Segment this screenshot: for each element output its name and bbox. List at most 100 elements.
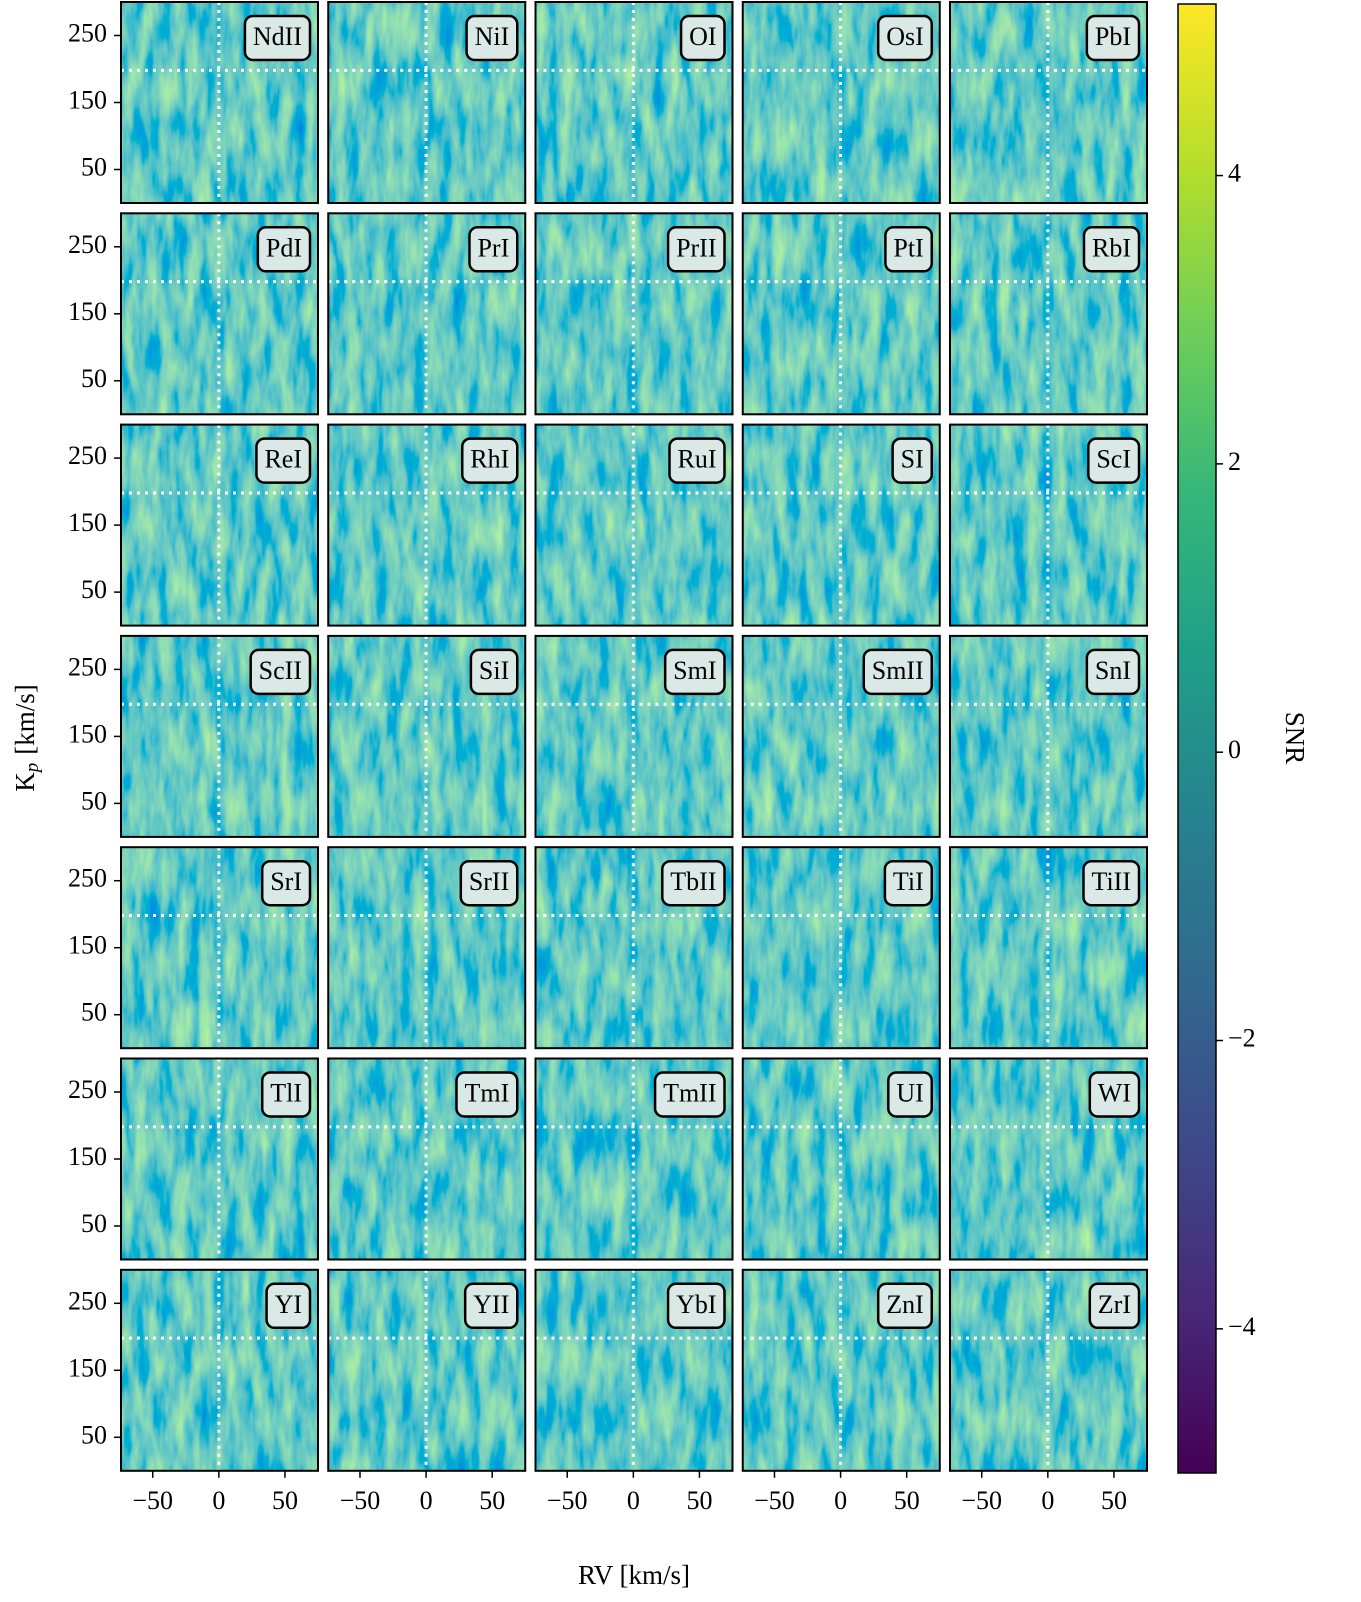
panel-frame bbox=[741, 423, 941, 627]
panel-frame bbox=[534, 423, 734, 627]
panel-frame bbox=[741, 1, 941, 204]
panel-label: SmII bbox=[872, 656, 924, 685]
x-tick-label: 50 bbox=[894, 1486, 920, 1515]
y-tick-label: 150 bbox=[68, 931, 107, 960]
x-tick-label: 0 bbox=[627, 1486, 640, 1515]
panel-label-box bbox=[1082, 226, 1141, 273]
y-tick-label: 50 bbox=[81, 998, 107, 1027]
panel-label-box bbox=[260, 859, 312, 907]
panel-label-box bbox=[666, 1282, 726, 1330]
panel-label: ReI bbox=[264, 445, 302, 474]
panel-label: ScI bbox=[1096, 445, 1131, 474]
colorbar bbox=[1177, 3, 1217, 1474]
panel-label-box bbox=[469, 648, 519, 696]
panel-label: SrI bbox=[270, 867, 302, 896]
panel-label: NdII bbox=[253, 22, 302, 51]
panel-frame bbox=[534, 634, 734, 838]
panel-frame bbox=[534, 846, 734, 1050]
y-tick-label: 150 bbox=[68, 508, 107, 537]
panel-label-box bbox=[461, 437, 519, 484]
panel-label: TlI bbox=[270, 1078, 302, 1107]
y-tick-label: 50 bbox=[81, 152, 107, 181]
panel-label: RbI bbox=[1092, 233, 1131, 262]
y-label-unit: [km/s] bbox=[10, 684, 40, 755]
x-tick-label: −50 bbox=[132, 1486, 173, 1515]
panel-label-box bbox=[465, 14, 519, 62]
panel-frame bbox=[327, 423, 527, 627]
y-tick-label: 250 bbox=[68, 864, 107, 893]
panel-label: ScII bbox=[259, 656, 302, 685]
y-tick-label: 150 bbox=[68, 1353, 107, 1382]
x-tick-label: 50 bbox=[686, 1486, 712, 1515]
panel-label-box bbox=[887, 1071, 933, 1118]
y-tick-label: 50 bbox=[81, 575, 107, 604]
x-tick-label: −50 bbox=[340, 1486, 381, 1515]
y-tick-label: 250 bbox=[68, 441, 107, 470]
panel-label-box bbox=[1085, 14, 1141, 62]
panel-label: PbI bbox=[1095, 22, 1131, 51]
panel-label-box bbox=[243, 14, 312, 62]
colorbar-tick-label: −2 bbox=[1228, 1023, 1256, 1052]
panel-label-box bbox=[249, 648, 312, 696]
panel-label: PtI bbox=[893, 233, 923, 262]
panel-label: RuI bbox=[678, 445, 717, 474]
panel-label-box bbox=[862, 648, 933, 696]
panel-label: ZrI bbox=[1098, 1290, 1131, 1319]
panel-label-box bbox=[653, 1071, 726, 1118]
x-tick-label: −50 bbox=[754, 1486, 795, 1515]
panel-label-box bbox=[876, 1282, 933, 1330]
y-tick-label: 250 bbox=[68, 18, 107, 47]
panel-frame bbox=[949, 423, 1148, 627]
panel-label-box bbox=[1088, 1282, 1141, 1330]
panel-label-box bbox=[663, 648, 726, 696]
panel-label: RhI bbox=[470, 445, 509, 474]
panel-frame bbox=[327, 634, 527, 838]
panel-label-box bbox=[255, 437, 312, 484]
panel-label: UI bbox=[896, 1078, 923, 1107]
x-tick-label: 50 bbox=[1101, 1486, 1127, 1515]
x-tick-label: 0 bbox=[1041, 1486, 1054, 1515]
y-label-sub: p bbox=[22, 763, 43, 775]
panel-label: SiI bbox=[479, 656, 509, 685]
panel-frame bbox=[949, 1, 1148, 204]
colorbar-tick-label: 2 bbox=[1228, 447, 1241, 476]
panel-label: TiII bbox=[1091, 867, 1131, 896]
panel-label: ZnI bbox=[886, 1290, 924, 1319]
y-tick-label: 50 bbox=[81, 1420, 107, 1449]
panel-label: YbI bbox=[676, 1290, 716, 1319]
panel-label-box bbox=[260, 1071, 312, 1118]
y-label-main: K bbox=[10, 772, 40, 792]
x-tick-label: 0 bbox=[212, 1486, 225, 1515]
y-tick-label: 50 bbox=[81, 1209, 107, 1238]
panel-label: NiI bbox=[475, 22, 510, 51]
x-tick-label: 0 bbox=[420, 1486, 433, 1515]
panel-frame bbox=[534, 212, 734, 416]
panel-label-box bbox=[679, 14, 726, 62]
x-tick-label: −50 bbox=[961, 1486, 1002, 1515]
x-axis-label: RV [km/s] bbox=[578, 1560, 690, 1590]
panel-frame bbox=[949, 846, 1148, 1050]
panel-frame bbox=[327, 846, 527, 1050]
panel-frame bbox=[949, 634, 1148, 838]
panel-label: WI bbox=[1098, 1078, 1131, 1107]
panel-label: TiI bbox=[893, 867, 924, 896]
y-tick-label: 150 bbox=[68, 719, 107, 748]
panel-label: YI bbox=[275, 1290, 302, 1319]
panel-label: TmII bbox=[663, 1078, 716, 1107]
panel-label-box bbox=[883, 859, 933, 907]
panel-frame bbox=[741, 212, 941, 416]
panel-label-box bbox=[891, 437, 933, 484]
panel-label: PrII bbox=[676, 233, 716, 262]
x-tick-label: −50 bbox=[547, 1486, 588, 1515]
panel-label-box bbox=[876, 14, 933, 62]
x-tick-label: 50 bbox=[272, 1486, 298, 1515]
panel-label-box bbox=[1085, 648, 1141, 696]
panel-label: PrI bbox=[477, 233, 509, 262]
panel-label-box bbox=[668, 437, 726, 484]
y-tick-label: 250 bbox=[68, 652, 107, 681]
panel-label-box bbox=[666, 226, 726, 273]
panel-label-box bbox=[661, 859, 726, 907]
panel-frame bbox=[949, 212, 1148, 416]
panel-label: SI bbox=[901, 445, 924, 474]
panel-label-box bbox=[463, 1282, 519, 1330]
